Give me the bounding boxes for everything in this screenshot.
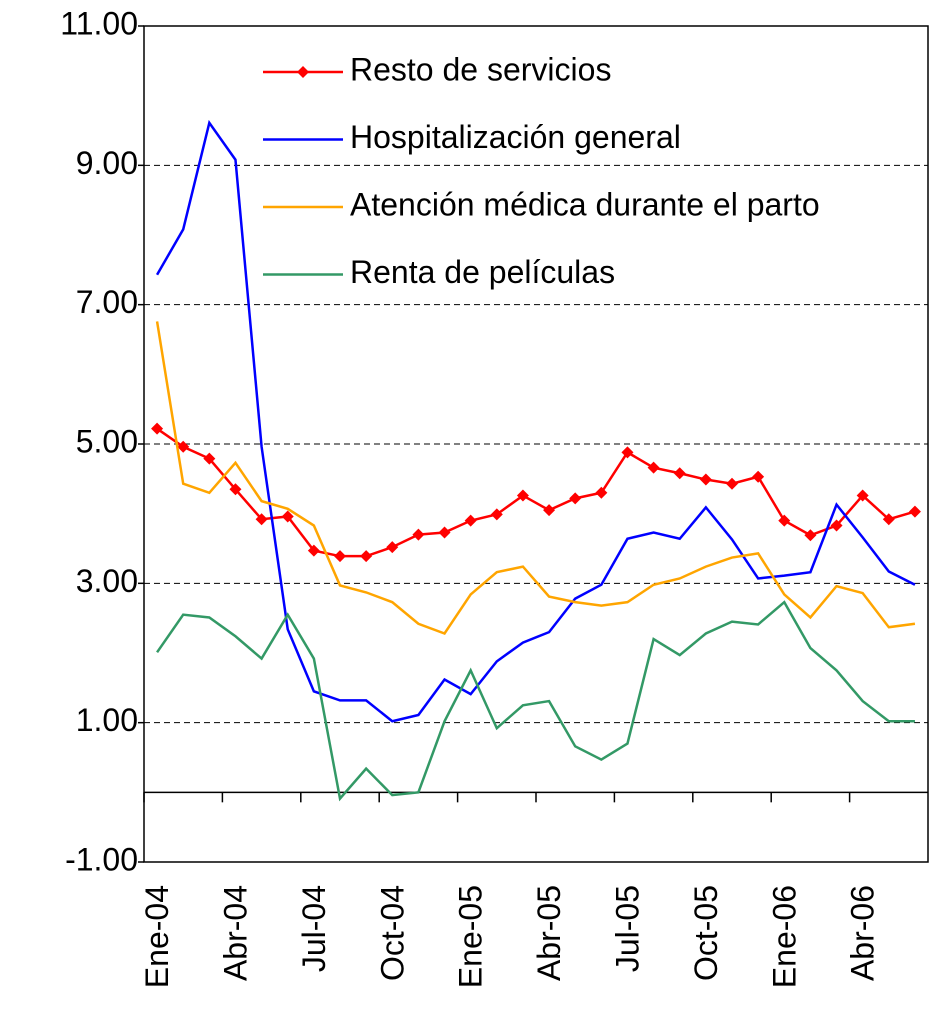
chart: -1.00 1.00 3.00 5.00 7.00 9.00 11.00 Ene-04 Abr-… bbox=[0, 0, 931, 1025]
x-tick-label: Jul-04 bbox=[296, 885, 332, 972]
x-tick-label: Ene-05 bbox=[453, 885, 489, 988]
marker bbox=[804, 529, 816, 541]
marker bbox=[386, 541, 398, 553]
marker bbox=[648, 462, 660, 474]
y-tick-label: 7.00 bbox=[76, 284, 138, 320]
marker bbox=[726, 478, 738, 490]
marker bbox=[360, 550, 372, 562]
y-tick-label: 9.00 bbox=[76, 145, 138, 181]
series-line bbox=[157, 321, 915, 633]
marker bbox=[752, 471, 764, 483]
x-tick-label: Oct-04 bbox=[374, 885, 410, 981]
marker bbox=[439, 526, 451, 538]
x-tick-label: Oct-05 bbox=[688, 885, 724, 981]
x-tick-label: Abr-05 bbox=[531, 885, 567, 981]
marker bbox=[543, 504, 555, 516]
y-tick-label: 11.00 bbox=[60, 5, 138, 41]
marker bbox=[569, 492, 581, 504]
legend-label: Renta de películas bbox=[350, 254, 615, 290]
marker bbox=[909, 506, 921, 518]
legend-marker bbox=[297, 66, 309, 78]
marker bbox=[334, 550, 346, 562]
x-tick-label: Ene-06 bbox=[766, 885, 802, 988]
x-tick-label: Abr-04 bbox=[217, 885, 253, 981]
y-tick-label: 5.00 bbox=[76, 423, 138, 459]
x-tick-label: Abr-06 bbox=[845, 885, 881, 981]
y-tick-label: 3.00 bbox=[76, 563, 138, 599]
marker bbox=[412, 529, 424, 541]
series-line bbox=[157, 429, 915, 556]
legend-label: Hospitalización general bbox=[350, 119, 681, 155]
y-tick-label: -1.00 bbox=[65, 841, 138, 877]
marker bbox=[465, 515, 477, 527]
marker bbox=[700, 474, 712, 486]
legend-label: Atención médica durante el parto bbox=[350, 186, 820, 222]
y-tick-label: 1.00 bbox=[76, 702, 138, 738]
series-line bbox=[157, 602, 915, 798]
marker bbox=[674, 467, 686, 479]
x-tick-label: Ene-04 bbox=[139, 885, 175, 988]
x-tick-label: Jul-05 bbox=[609, 885, 645, 972]
legend-label: Resto de servicios bbox=[350, 51, 611, 87]
marker bbox=[778, 515, 790, 527]
